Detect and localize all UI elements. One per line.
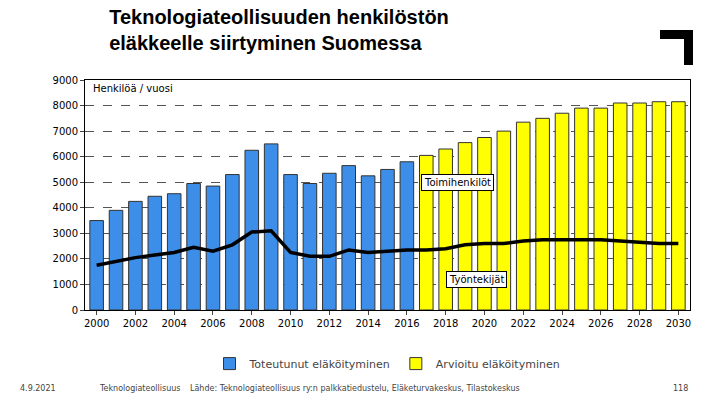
svg-text:5000: 5000 <box>53 177 78 188</box>
svg-text:7000: 7000 <box>53 126 78 137</box>
svg-text:2004: 2004 <box>161 318 186 329</box>
svg-text:2022: 2022 <box>511 318 536 329</box>
svg-text:2000: 2000 <box>84 318 109 329</box>
svg-text:6000: 6000 <box>53 151 78 162</box>
svg-text:3000: 3000 <box>53 228 78 239</box>
svg-text:2012: 2012 <box>317 318 342 329</box>
svg-text:0: 0 <box>72 305 78 316</box>
svg-text:2010: 2010 <box>278 318 303 329</box>
svg-text:2026: 2026 <box>588 318 613 329</box>
svg-text:2006: 2006 <box>200 318 225 329</box>
svg-text:2024: 2024 <box>549 318 574 329</box>
svg-text:8000: 8000 <box>53 100 78 111</box>
svg-text:2002: 2002 <box>123 318 148 329</box>
svg-text:2020: 2020 <box>472 318 497 329</box>
svg-text:4000: 4000 <box>53 202 78 213</box>
svg-text:2018: 2018 <box>433 318 458 329</box>
svg-text:2000: 2000 <box>53 253 78 264</box>
svg-text:Henkilöä / vuosi: Henkilöä / vuosi <box>93 83 173 94</box>
svg-text:2008: 2008 <box>239 318 264 329</box>
svg-text:2028: 2028 <box>627 318 652 329</box>
svg-text:Toteutunut eläköityminen: Toteutunut eläköityminen <box>249 358 390 371</box>
svg-text:Työntekijät: Työntekijät <box>449 274 504 285</box>
svg-text:Arvioitu eläköityminen: Arvioitu eläköityminen <box>436 358 560 371</box>
svg-text:2030: 2030 <box>666 318 691 329</box>
svg-text:Teknologiateollisuuden henkilö: Teknologiateollisuuden henkilöstöneläkke… <box>109 6 449 54</box>
svg-text:Lähde: Teknologiateollisuus ry: Lähde: Teknologiateollisuus ry:n palkkat… <box>190 384 520 393</box>
svg-text:Teknologiateollisuus: Teknologiateollisuus <box>99 384 180 393</box>
svg-text:2016: 2016 <box>394 318 419 329</box>
svg-text:4.9.2021: 4.9.2021 <box>20 384 56 393</box>
svg-text:2014: 2014 <box>355 318 380 329</box>
svg-text:118: 118 <box>673 384 688 393</box>
svg-text:1000: 1000 <box>53 279 78 290</box>
svg-text:Toimihenkilöt: Toimihenkilöt <box>424 177 491 188</box>
svg-text:9000: 9000 <box>53 75 78 86</box>
